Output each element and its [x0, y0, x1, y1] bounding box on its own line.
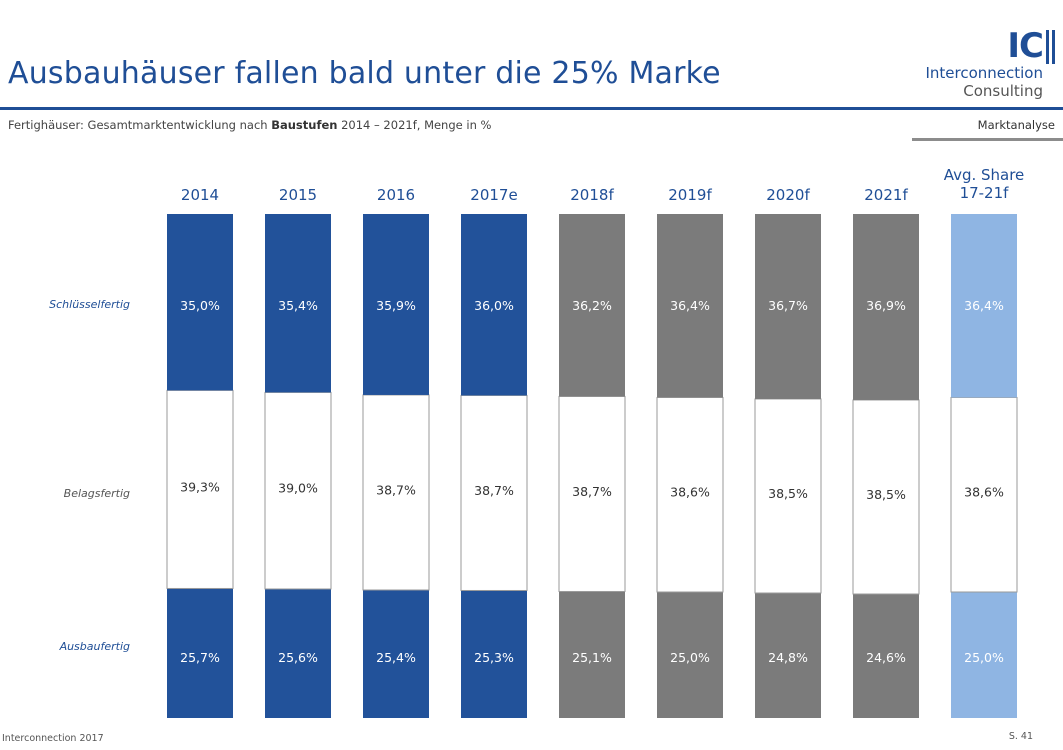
bar-segment	[951, 214, 1017, 398]
bar-segment	[166, 389, 234, 589]
data-label: 25,0%	[670, 650, 710, 665]
data-label: 36,2%	[572, 298, 612, 313]
data-label: 25,6%	[278, 650, 318, 665]
series-label: Belagsfertig	[64, 487, 130, 500]
bar-segment	[460, 394, 528, 591]
data-label: 38,7%	[474, 483, 514, 498]
category-label: 2019f	[668, 186, 712, 204]
bar-segment	[853, 594, 919, 718]
bar-segment	[852, 399, 920, 595]
category-label: 2017e	[470, 186, 517, 204]
bar-segment	[558, 395, 626, 592]
bar-segment	[754, 398, 822, 594]
subtitle-post: 2014 – 2021f, Menge in %	[337, 118, 492, 132]
bar-segment	[951, 592, 1017, 718]
bar-segment	[559, 591, 625, 718]
bar-segment	[657, 214, 723, 398]
data-label: 36,7%	[768, 298, 808, 313]
chart-subtitle: Fertighäuser: Gesamtmarktentwicklung nac…	[8, 118, 491, 132]
category-label: 2014	[181, 186, 219, 204]
data-label: 24,6%	[866, 650, 906, 665]
data-label: 24,8%	[768, 650, 808, 665]
data-label: 35,4%	[278, 298, 318, 313]
footer-copyright: Interconnection 2017	[2, 733, 104, 744]
logo-line-1: Interconnection	[925, 64, 1043, 82]
data-label: 36,0%	[474, 298, 514, 313]
category-label: 2020f	[766, 186, 810, 204]
logo-bar	[1046, 30, 1049, 64]
data-label: 39,0%	[278, 481, 318, 496]
bar-segment	[853, 214, 919, 400]
bar-segment	[950, 396, 1018, 593]
data-label: 35,9%	[376, 298, 416, 313]
data-label: 25,0%	[964, 650, 1004, 665]
page-number: S. 41	[1008, 731, 1033, 742]
subtitle-bold: Baustufen	[271, 118, 338, 132]
data-label: 36,9%	[866, 298, 906, 313]
header-divider	[0, 107, 1063, 110]
bar-segment	[559, 214, 625, 397]
series-label: Schlüsselfertig	[49, 298, 130, 311]
bar-segment	[657, 592, 723, 718]
data-label: 25,4%	[376, 650, 416, 665]
category-label: 2018f	[570, 186, 614, 204]
bar-segment	[461, 214, 527, 396]
data-label: 38,7%	[572, 484, 612, 499]
logo-bar	[1052, 30, 1055, 64]
bar-segment	[363, 214, 429, 395]
data-label: 25,7%	[180, 650, 220, 665]
category-label: 2015	[279, 186, 317, 204]
section-label: Marktanalyse	[977, 118, 1055, 132]
logo-line-2: Consulting	[963, 82, 1043, 100]
data-label: 38,5%	[768, 486, 808, 501]
bar-segment	[363, 589, 429, 718]
bar-segment	[264, 391, 332, 590]
section-underline	[912, 138, 1063, 141]
bar-segment	[167, 214, 233, 391]
bar-segment	[755, 214, 821, 399]
data-label: 35,0%	[180, 298, 220, 313]
data-label: 38,5%	[866, 487, 906, 502]
data-label: 39,3%	[180, 479, 220, 494]
series-label: Ausbaufertig	[59, 640, 130, 653]
category-label: 2021f	[864, 186, 908, 204]
data-label: 38,6%	[670, 485, 710, 500]
bar-segment	[755, 593, 821, 718]
company-logo: IC Interconnection Consulting	[905, 22, 1055, 104]
data-label: 36,4%	[964, 298, 1004, 313]
bar-segment	[265, 214, 331, 393]
bar-segment	[265, 588, 331, 718]
data-label: 25,3%	[474, 650, 514, 665]
bar-segment	[461, 590, 527, 718]
subtitle-pre: Fertighäuser: Gesamtmarktentwicklung nac…	[8, 118, 272, 132]
bar-segment	[167, 588, 233, 718]
category-label: Avg. Share	[944, 166, 1025, 184]
data-label: 25,1%	[572, 650, 612, 665]
page-title: Ausbauhäuser fallen bald unter die 25% M…	[8, 56, 721, 91]
category-label: 17-21f	[960, 184, 1010, 202]
logo-mark: IC	[1007, 26, 1044, 66]
data-label: 38,7%	[376, 482, 416, 497]
category-label: 2016	[377, 186, 415, 204]
data-label: 36,4%	[670, 298, 710, 313]
data-label: 38,6%	[964, 485, 1004, 500]
bar-segment	[656, 396, 724, 593]
